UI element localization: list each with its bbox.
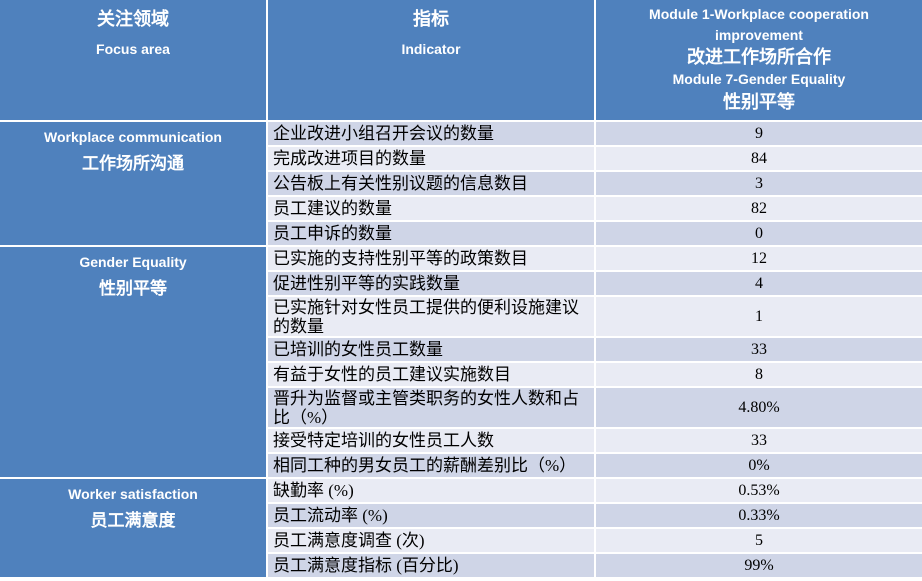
header-module-line: 改进工作场所合作 — [687, 46, 831, 67]
value-cell: 12 — [596, 247, 922, 270]
header-indicator-en: Indicator — [401, 41, 461, 57]
indicator-cell: 已实施针对女性员工提供的便利设施建议的数量 — [268, 297, 594, 336]
indicator-cell: 有益于女性的员工建议实施数目 — [268, 363, 594, 386]
indicator-cell: 员工申诉的数量 — [268, 222, 594, 245]
focus-area-cell: Workplace communication 工作场所沟通 — [0, 122, 266, 245]
value-cell: 9 — [596, 122, 922, 145]
value-cell: 0.53% — [596, 479, 922, 502]
header-module-line: Module 7-Gender Equality — [672, 71, 846, 88]
indicator-cell: 已实施的支持性别平等的政策数目 — [268, 247, 594, 270]
indicator-cell: 相同工种的男女员工的薪酬差别比（%） — [268, 454, 594, 477]
focus-area-name-zh: 工作场所沟通 — [82, 154, 184, 173]
header-indicator-zh: 指标 — [413, 9, 449, 29]
value-cell: 33 — [596, 429, 922, 452]
focus-area-cell: Worker satisfaction 员工满意度 — [0, 479, 266, 577]
value-cell: 84 — [596, 147, 922, 170]
value-cell: 4 — [596, 272, 922, 295]
value-cell: 0 — [596, 222, 922, 245]
value-cell: 1 — [596, 297, 922, 336]
focus-area-name-zh: 性别平等 — [99, 279, 167, 298]
indicator-cell: 晋升为监督或主管类职务的女性人数和占比（%） — [268, 388, 594, 427]
header-module-line: Module 1-Workplace cooperation — [649, 6, 869, 23]
header-focus-area-zh: 关注领域 — [97, 9, 169, 29]
header-focus-area-en: Focus area — [96, 41, 170, 57]
indicator-cell: 完成改进项目的数量 — [268, 147, 594, 170]
indicator-cell: 接受特定培训的女性员工人数 — [268, 429, 594, 452]
value-cell: 99% — [596, 554, 922, 577]
header-module-line: 性别平等 — [723, 91, 795, 112]
indicator-cell: 员工建议的数量 — [268, 197, 594, 220]
indicator-cell: 缺勤率 (%) — [268, 479, 594, 502]
focus-area-name-en: Worker satisfaction — [68, 486, 198, 502]
header-focus-area: 关注领域 Focus area — [0, 0, 266, 120]
indicator-cell: 促进性别平等的实践数量 — [268, 272, 594, 295]
focus-area-name-zh: 员工满意度 — [90, 511, 176, 530]
value-cell: 0% — [596, 454, 922, 477]
indicator-cell: 员工满意度调查 (次) — [268, 529, 594, 552]
indicator-cell: 员工满意度指标 (百分比) — [268, 554, 594, 577]
focus-area-cell: Gender Equality 性别平等 — [0, 247, 266, 477]
header-module-line: improvement — [715, 26, 803, 43]
indicator-cell: 已培训的女性员工数量 — [268, 338, 594, 361]
header-modules: Module 1-Workplace cooperation improvemen… — [596, 0, 922, 120]
indicator-cell: 公告板上有关性别议题的信息数目 — [268, 172, 594, 195]
indicator-cell: 企业改进小组召开会议的数量 — [268, 122, 594, 145]
value-cell: 3 — [596, 172, 922, 195]
value-cell: 8 — [596, 363, 922, 386]
indicator-cell: 员工流动率 (%) — [268, 504, 594, 527]
value-cell: 0.33% — [596, 504, 922, 527]
focus-area-name-en: Workplace communication — [44, 129, 222, 145]
value-cell: 33 — [596, 338, 922, 361]
value-cell: 4.80% — [596, 388, 922, 427]
focus-area-name-en: Gender Equality — [79, 254, 187, 270]
value-cell: 82 — [596, 197, 922, 220]
value-cell: 5 — [596, 529, 922, 552]
header-indicator: 指标 Indicator — [268, 0, 594, 120]
